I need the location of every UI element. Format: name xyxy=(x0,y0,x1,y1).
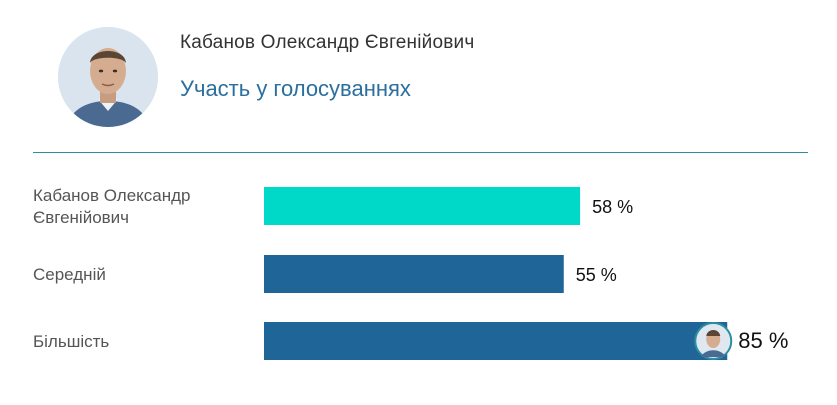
value-label: 85 % xyxy=(738,328,788,353)
category-label: Середній xyxy=(33,265,106,284)
category-label: Кабанов Олександр Євгенійович xyxy=(33,186,191,227)
category-label-line: Євгенійович xyxy=(33,208,129,227)
person-photo-icon xyxy=(58,27,158,127)
profile-avatar xyxy=(58,27,158,127)
category-label-line: Більшість xyxy=(33,332,109,351)
section-title: Участь у голосуваннях xyxy=(180,76,411,101)
category-label-line: Кабанов Олександр xyxy=(33,186,191,205)
voting-participation-chart: Кабанов Олександр Євгенійович 58 % Середній… xyxy=(0,160,837,390)
category-label-line: Середній xyxy=(33,265,106,284)
bar-chart-svg: Кабанов Олександр Євгенійович 58 % Середній… xyxy=(33,186,788,360)
category-label: Більшість xyxy=(33,332,109,351)
value-label: 55 % xyxy=(576,265,617,285)
bar xyxy=(264,255,564,293)
person-name: Кабанов Олександр Євгенійович xyxy=(180,32,475,53)
bar xyxy=(264,187,581,225)
value-label: 58 % xyxy=(592,197,633,217)
bar-avatar-marker xyxy=(694,322,733,360)
header-divider xyxy=(33,152,808,153)
bar xyxy=(264,322,728,360)
